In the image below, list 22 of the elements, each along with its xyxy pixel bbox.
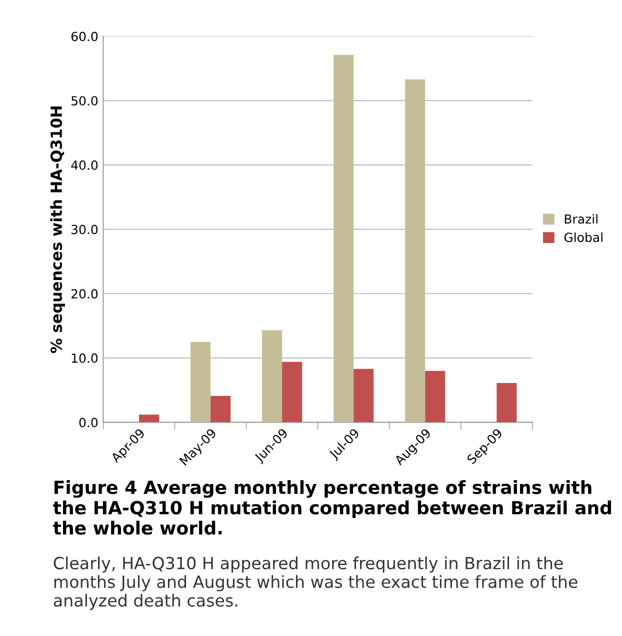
y-tick-label: 50.0 [72,96,98,106]
y-axis-title: % sequences with HA-Q310H [50,106,66,353]
y-tick-label: 10.0 [72,353,98,363]
legend-label: Brazil [564,214,598,224]
y-tick-label: 40.0 [71,160,98,170]
bar [262,330,282,422]
bar [190,342,211,422]
y-tick-label: 60.0 [71,32,98,42]
legend-label: Global [564,232,602,242]
bar [282,362,302,422]
bar [334,54,354,422]
bar [139,414,160,422]
bar [354,368,374,422]
text: Clearly, HA-Q310 H appeared more frequently in Brazil in the months July and August which was the exact time frame of the analyzed death cases. [54,556,578,610]
y-tick-label: 20.0 [71,289,98,299]
y-tick-label: 0.0 [79,418,98,428]
bar [425,370,446,422]
bar [405,79,426,422]
bar [496,383,517,422]
text: Figure 4 Average monthly percentage of strains with the HA-Q310 H mutation compared between Brazil and the whole world. [53,480,612,535]
bar [210,396,231,422]
y-tick-label: 30.0 [72,224,98,234]
